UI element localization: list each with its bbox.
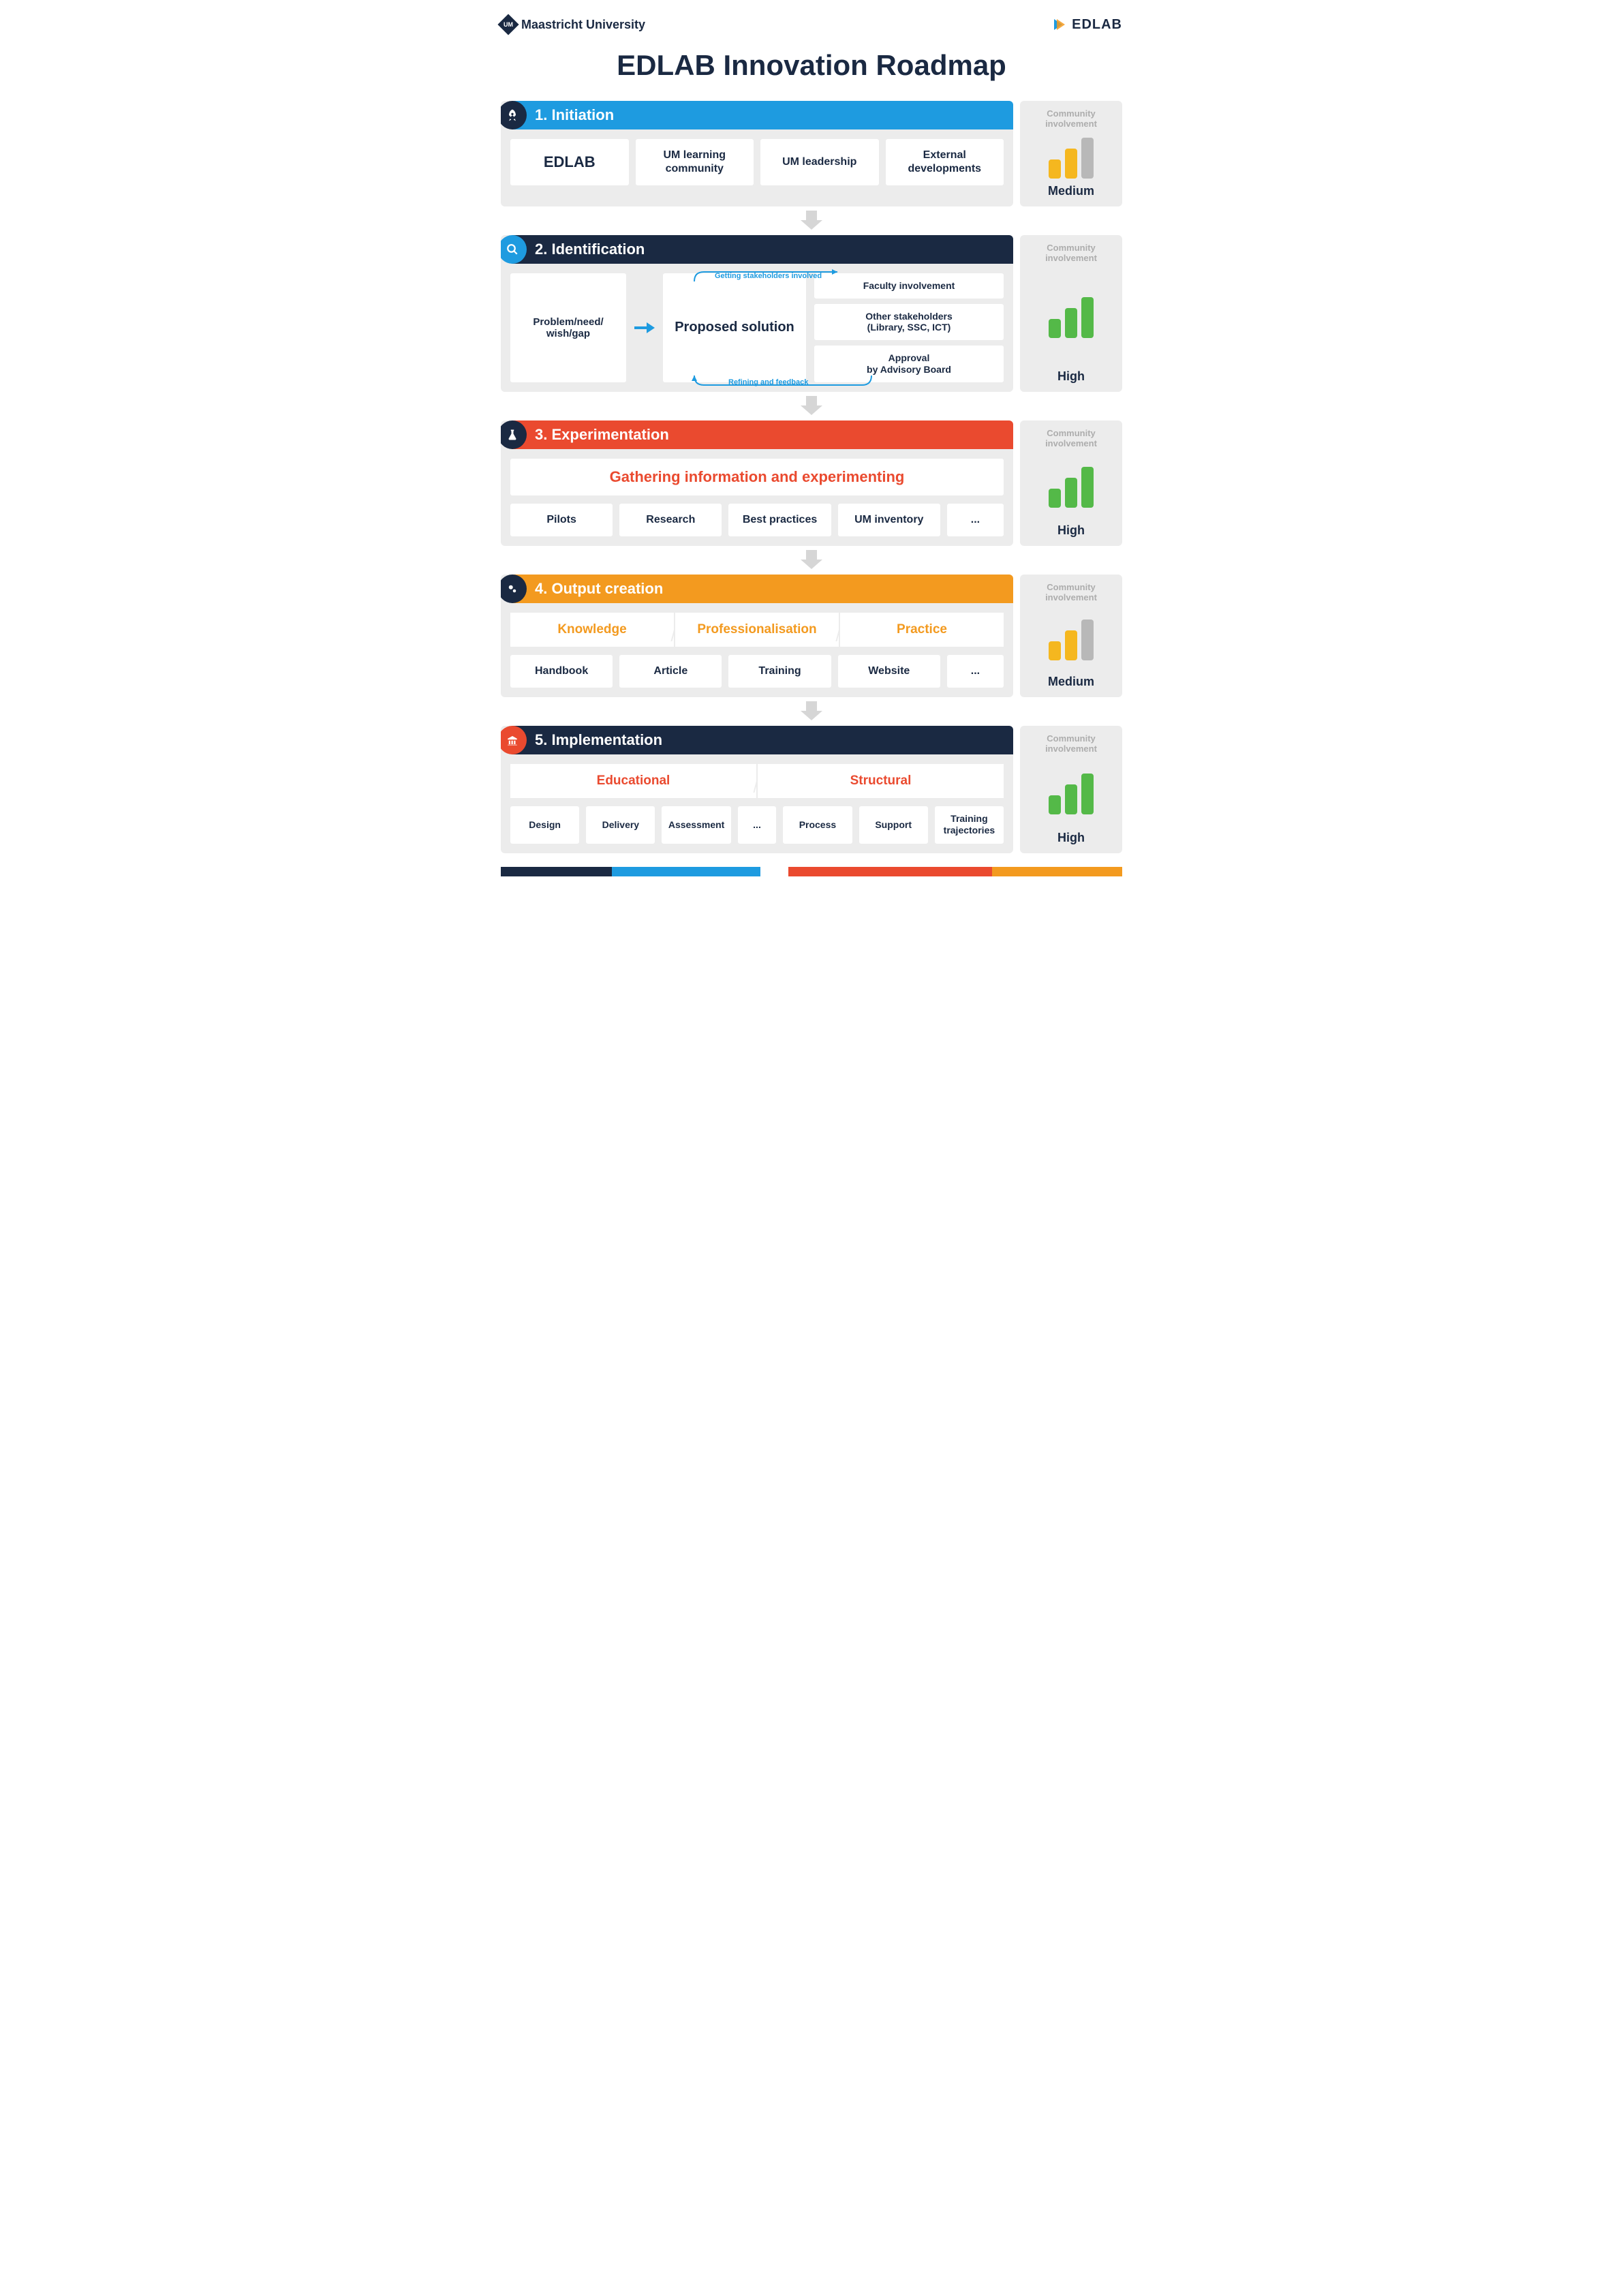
- gathering-banner: Gathering information and experimenting: [510, 459, 1004, 495]
- card-more-3: ...: [947, 504, 1004, 536]
- card-support: Support: [859, 806, 928, 844]
- page-title: EDLAB Innovation Roadmap: [501, 49, 1122, 82]
- arrow-1-2: [501, 211, 1122, 231]
- stage-5-bar: 5. Implementation: [512, 726, 1013, 754]
- card-training-traj: Training trajectories: [935, 806, 1004, 844]
- arrow-right-icon: [634, 321, 655, 335]
- stage-initiation: 1. Initiation EDLAB UM learning communit…: [501, 101, 1013, 206]
- card-best-practices: Best practices: [728, 504, 831, 536]
- card-um-inventory: UM inventory: [838, 504, 940, 536]
- logo-edlab: EDLAB: [1051, 16, 1122, 33]
- stage-implementation: 5. Implementation Educational Structural…: [501, 726, 1013, 853]
- arrow-4-5: [501, 701, 1122, 722]
- footer-color-bar: [501, 867, 1122, 876]
- card-assessment: Assessment: [662, 806, 730, 844]
- card-proposed-solution: Proposed solution: [663, 273, 806, 382]
- cat-professionalisation: Professionalisation: [675, 613, 839, 647]
- stage-4-wrap: 4. Output creation Knowledge Professiona…: [501, 575, 1122, 697]
- card-um-learning: UM learning community: [636, 139, 754, 185]
- right-logo-text: EDLAB: [1072, 17, 1122, 33]
- card-problem-need: Problem/need/ wish/gap: [510, 273, 626, 382]
- card-external-dev: External developments: [886, 139, 1004, 185]
- card-article: Article: [619, 655, 722, 688]
- card-more-5a: ...: [738, 806, 777, 844]
- bars-medium-4: [1049, 617, 1094, 660]
- edlab-mark-icon: [1051, 16, 1068, 33]
- cat-practice: Practice: [840, 613, 1004, 647]
- annot-refining: Refining and feedback: [728, 378, 808, 386]
- card-pilots: Pilots: [510, 504, 613, 536]
- logo-maastricht: UM Maastricht University: [501, 17, 645, 32]
- stage-1-wrap: 1. Initiation EDLAB UM learning communit…: [501, 101, 1122, 206]
- stage-3-wrap: 3. Experimentation Gathering information…: [501, 420, 1122, 546]
- stage-5-wrap: 5. Implementation Educational Structural…: [501, 726, 1122, 853]
- page-header: UM Maastricht University EDLAB: [501, 16, 1122, 33]
- cat-structural: Structural: [758, 764, 1004, 798]
- stage-identification: 2. Identification Problem/need/ wish/gap…: [501, 235, 1013, 392]
- stage-2-wrap: 2. Identification Problem/need/ wish/gap…: [501, 235, 1122, 392]
- impl-categories: Educational Structural: [510, 764, 1004, 798]
- bars-high-5: [1049, 771, 1094, 814]
- stage-experimentation: 3. Experimentation Gathering information…: [501, 420, 1013, 546]
- involvement-5: Community involvement High: [1020, 726, 1122, 853]
- bars-medium-1: [1049, 135, 1094, 179]
- card-process: Process: [783, 806, 852, 844]
- card-handbook: Handbook: [510, 655, 613, 688]
- stage-3-bar: 3. Experimentation: [512, 420, 1013, 449]
- stage-2-bar: 2. Identification: [512, 235, 1013, 264]
- card-research: Research: [619, 504, 722, 536]
- card-delivery: Delivery: [586, 806, 655, 844]
- stage-output-creation: 4. Output creation Knowledge Professiona…: [501, 575, 1013, 697]
- card-edlab: EDLAB: [510, 139, 629, 185]
- bars-high-2: [1049, 294, 1094, 338]
- cat-educational: Educational: [510, 764, 756, 798]
- um-badge-icon: UM: [497, 14, 519, 35]
- involvement-4: Community involvement Medium: [1020, 575, 1122, 697]
- stage-1-bar: 1. Initiation: [512, 101, 1013, 129]
- involvement-2: Community involvement High: [1020, 235, 1122, 392]
- cat-knowledge: Knowledge: [510, 613, 674, 647]
- arrow-3-4: [501, 550, 1122, 570]
- card-training: Training: [728, 655, 831, 688]
- card-website: Website: [838, 655, 940, 688]
- card-more-4: ...: [947, 655, 1004, 688]
- card-um-leadership: UM leadership: [760, 139, 879, 185]
- stage-4-bar: 4. Output creation: [512, 575, 1013, 603]
- left-logo-text: Maastricht University: [521, 18, 645, 32]
- card-stakeholders: Other stakeholders (Library, SSC, ICT): [814, 304, 1004, 341]
- involvement-3: Community involvement High: [1020, 420, 1122, 546]
- arrow-2-3: [501, 396, 1122, 416]
- output-categories: Knowledge Professionalisation Practice: [510, 613, 1004, 647]
- card-design: Design: [510, 806, 579, 844]
- annot-getting-stakeholders: Getting stakeholders involved: [715, 272, 822, 280]
- bars-high-3: [1049, 464, 1094, 508]
- involvement-1: Community involvement Medium: [1020, 101, 1122, 206]
